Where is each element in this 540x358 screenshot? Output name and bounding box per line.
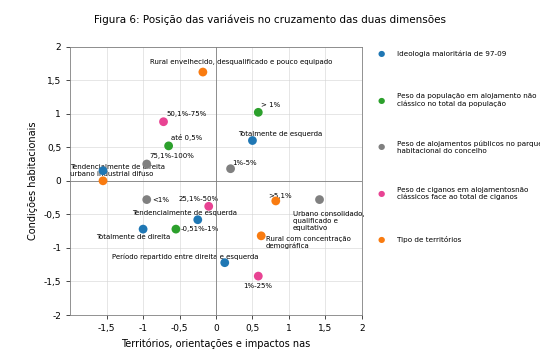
Text: Peso da população em alojamento não
clássico no total da população: Peso da população em alojamento não clás… [397, 93, 536, 107]
Point [143, 161, 151, 167]
Point [172, 226, 180, 232]
Point [99, 168, 107, 174]
Text: Totalmente de esquerda: Totalmente de esquerda [238, 131, 322, 137]
Point [254, 273, 262, 279]
Point [193, 217, 202, 223]
Point [257, 233, 266, 239]
Text: >5,1%: >5,1% [268, 193, 292, 199]
Text: 75,1%-100%: 75,1%-100% [149, 153, 194, 159]
Point [159, 119, 168, 125]
Text: -0,51%-1%: -0,51%-1% [181, 226, 219, 232]
Text: ●: ● [378, 49, 385, 58]
Y-axis label: Condições habitacionais: Condições habitacionais [28, 121, 38, 240]
Text: Tipo de territórios: Tipo de territórios [397, 236, 461, 243]
Point [248, 137, 257, 143]
Text: Totalmente de direita: Totalmente de direita [96, 234, 170, 241]
Text: > 1%: > 1% [261, 102, 280, 108]
Text: 1%-25%: 1%-25% [244, 283, 273, 289]
Point [226, 166, 235, 171]
Text: Rural envelhecido, desqualificado e pouco equipado: Rural envelhecido, desqualificado e pouc… [150, 59, 333, 65]
Point [199, 69, 207, 75]
Text: 1%-5%: 1%-5% [232, 160, 256, 166]
Text: 50,1%-75%: 50,1%-75% [166, 111, 207, 117]
Point [315, 197, 324, 202]
Text: até 0,5%: até 0,5% [171, 134, 202, 141]
Point [220, 260, 229, 266]
Text: <1%: <1% [152, 197, 169, 203]
Text: Peso de ciganos em alojamentosnão
clássicos face ao total de ciganos: Peso de ciganos em alojamentosnão clássi… [397, 187, 528, 200]
Text: 25,1%-50%: 25,1%-50% [178, 196, 218, 202]
Point [139, 226, 147, 232]
Point [254, 110, 262, 115]
Point [164, 143, 173, 149]
Point [204, 203, 213, 209]
Text: ●: ● [378, 235, 385, 245]
Text: ●: ● [378, 96, 385, 105]
Point [143, 197, 151, 202]
Text: Ideologia maioritária de 97-09: Ideologia maioritária de 97-09 [397, 50, 507, 57]
Text: Figura 6: Posição das variáveis no cruzamento das duas dimensões: Figura 6: Posição das variáveis no cruza… [94, 14, 446, 25]
Text: ●: ● [378, 142, 385, 151]
Text: Tendencialmente de esquerda: Tendencialmente de esquerda [132, 210, 237, 216]
Text: Urbano consolidado,
qualificado e
equitativo: Urbano consolidado, qualificado e equita… [293, 211, 364, 231]
X-axis label: Territórios, orientações e impactos nas: Territórios, orientações e impactos nas [122, 339, 310, 349]
Point [272, 198, 280, 204]
Text: Tendencialmente de direita
urbano industrial difuso: Tendencialmente de direita urbano indust… [70, 164, 165, 178]
Text: ●: ● [378, 189, 385, 198]
Text: Período repartido entre direita e esquerda: Período repartido entre direita e esquer… [112, 253, 259, 260]
Point [99, 178, 107, 184]
Text: Rural com concentração
demográfica: Rural com concentração demográfica [266, 236, 350, 250]
Text: Peso de alojamentos públicos no parque
habitacional do concelho: Peso de alojamentos públicos no parque h… [397, 140, 540, 154]
